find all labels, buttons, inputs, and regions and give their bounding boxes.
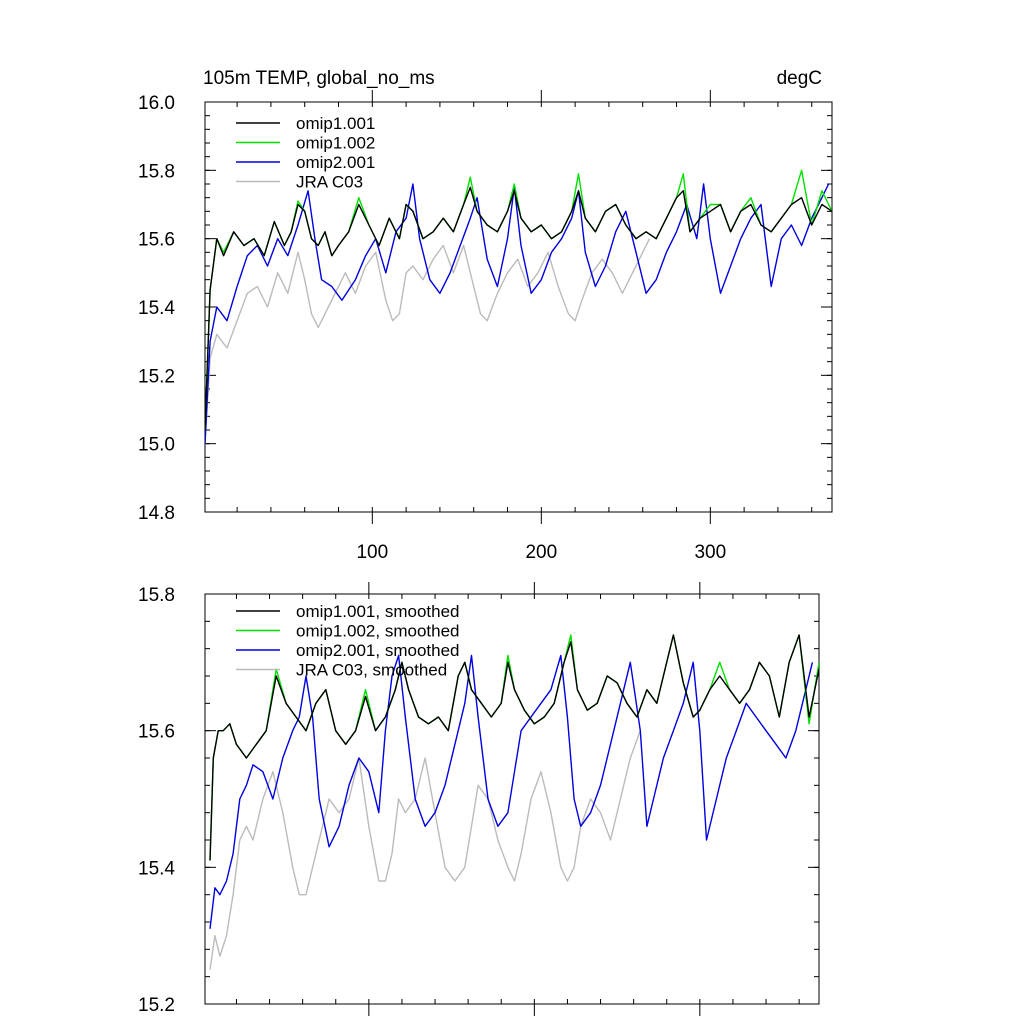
- y-tick-label: 15.8: [138, 161, 175, 182]
- y-tick-label: 15.2: [138, 995, 175, 1016]
- series-line-jra-c03: [205, 238, 651, 444]
- x-tick-label: 200: [525, 542, 557, 563]
- y-tick-label: 15.4: [138, 298, 175, 319]
- x-tick-label: 100: [356, 542, 388, 563]
- legend-label: JRA C03, smoothed: [296, 661, 447, 680]
- series-line-omip2-001-smoothed: [209, 654, 814, 929]
- top-panel: 105m TEMP, global_no_ms degC 14.8 15.0 15.2 1…: [138, 68, 833, 563]
- y-tick-label: 15.2: [138, 366, 175, 387]
- legend-label: omip2.001: [296, 153, 375, 172]
- series-line-omip1-001-smoothed: [209, 634, 819, 861]
- y-tick-label: 16.0: [138, 93, 175, 114]
- legend-label: JRA C03: [296, 173, 363, 192]
- y-tick-label: 15.6: [138, 230, 175, 251]
- chart-units-label: degC: [777, 68, 822, 89]
- chart-title-left: 105m TEMP, global_no_ms: [203, 68, 435, 89]
- y-tick-label: 15.6: [138, 722, 175, 743]
- legend-label: omip1.001: [296, 114, 375, 133]
- legend-label: omip1.001, smoothed: [296, 602, 460, 621]
- legend-label: omip2.001, smoothed: [296, 641, 460, 660]
- legend-label: omip1.002: [296, 134, 375, 153]
- y-tick-label: 14.8: [138, 503, 175, 524]
- y-tick-label: 15.0: [138, 435, 175, 456]
- x-tick-label: 300: [694, 542, 726, 563]
- legend-label: omip1.002, smoothed: [296, 622, 460, 641]
- series-line-omip1-001: [205, 186, 832, 431]
- y-tick-label: 15.4: [138, 858, 175, 879]
- plot-frame: [204, 593, 820, 1005]
- series-line-jra-c03-smoothed: [209, 730, 641, 970]
- bottom-panel: 15.2 15.4 15.6 15.8 omip1.001, smoothedomip1…: [138, 582, 820, 1016]
- y-tick-label: 15.8: [138, 585, 175, 606]
